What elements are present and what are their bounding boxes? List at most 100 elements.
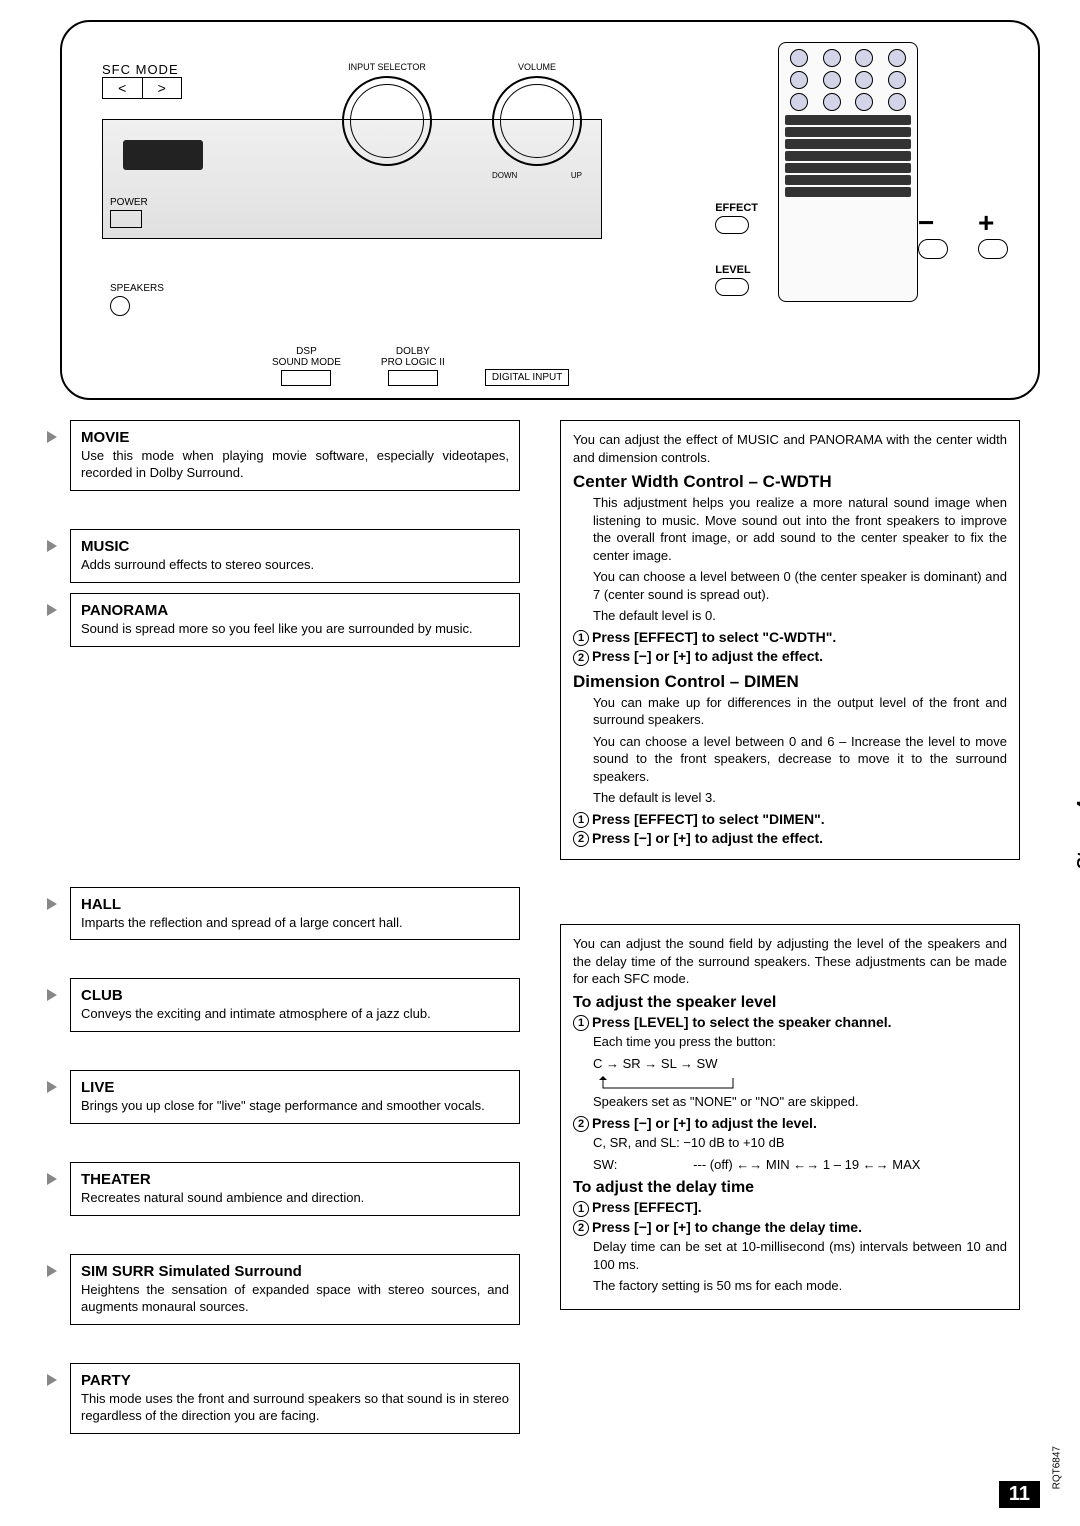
mode-desc: Recreates natural sound ambience and dir… bbox=[81, 1190, 509, 1207]
up-label: UP bbox=[571, 171, 582, 180]
minus-label: − bbox=[918, 207, 934, 238]
mode-simsurr: SIM SURR Simulated Surround Heightens th… bbox=[70, 1254, 520, 1325]
mode-desc: Imparts the reflection and spread of a l… bbox=[81, 915, 509, 932]
sfc-mode-label: SFC MODE bbox=[102, 62, 179, 77]
prologic-label: PRO LOGIC II bbox=[381, 357, 445, 368]
down-label: DOWN bbox=[492, 171, 517, 180]
delay-step1: Press [EFFECT]. bbox=[592, 1199, 702, 1215]
remote-bar bbox=[785, 163, 911, 173]
mode-theater: THEATER Recreates natural sound ambience… bbox=[70, 1162, 520, 1216]
power-label: POWER bbox=[110, 197, 148, 208]
cwidth-step1: Press [EFFECT] to select "C-WDTH". bbox=[592, 629, 836, 645]
step-num-icon: 1 bbox=[573, 1201, 589, 1217]
plus-button[interactable] bbox=[978, 239, 1008, 259]
sfc-next[interactable]: > bbox=[143, 78, 182, 98]
dimen-p2: You can choose a level between 0 and 6 –… bbox=[593, 733, 1007, 786]
spk-step2: Press [−] or [+] to adjust the level. bbox=[592, 1115, 817, 1131]
bottom-labels: DSP SOUND MODE DOLBY PRO LOGIC II DIGITA… bbox=[272, 346, 569, 386]
delay-step2: Press [−] or [+] to change the delay tim… bbox=[592, 1219, 862, 1235]
mode-title: MUSIC bbox=[81, 538, 509, 555]
left-labels: POWER SPEAKERS bbox=[110, 197, 164, 371]
step-num-icon: 2 bbox=[573, 650, 589, 666]
remote-button[interactable] bbox=[823, 49, 841, 67]
step-num-icon: 2 bbox=[573, 1220, 589, 1236]
remote-button[interactable] bbox=[855, 49, 873, 67]
step-num-icon: 2 bbox=[573, 831, 589, 847]
remote-button[interactable] bbox=[855, 93, 873, 111]
mode-desc: Conveys the exciting and intimate atmosp… bbox=[81, 1006, 509, 1023]
sound-mode-label: SOUND MODE bbox=[272, 357, 341, 368]
remote-bar bbox=[785, 115, 911, 125]
intro2-text: You can adjust the sound field by adjust… bbox=[573, 935, 1007, 988]
mode-title: PARTY bbox=[81, 1372, 509, 1389]
mode-party: PARTY This mode uses the front and surro… bbox=[70, 1363, 520, 1434]
plus-minus-row: − + bbox=[918, 207, 1008, 259]
plus-label: + bbox=[978, 207, 994, 238]
remote-button[interactable] bbox=[790, 71, 808, 89]
spk-step1: Press [LEVEL] to select the speaker chan… bbox=[592, 1014, 892, 1030]
remote-bar bbox=[785, 187, 911, 197]
mode-title: LIVE bbox=[81, 1079, 509, 1096]
remote-button[interactable] bbox=[888, 93, 906, 111]
step-tab: Step 4 bbox=[1074, 800, 1080, 869]
mode-desc: Use this mode when playing movie softwar… bbox=[81, 448, 509, 482]
effect-button[interactable] bbox=[715, 216, 749, 234]
step-num-icon: 2 bbox=[573, 1116, 589, 1132]
spk-s1b: C → SR → SL → SW bbox=[593, 1055, 1007, 1073]
mode-live: LIVE Brings you up close for "live" stag… bbox=[70, 1070, 520, 1124]
mode-title: HALL bbox=[81, 896, 509, 913]
left-column: MOVIE Use this mode when playing movie s… bbox=[60, 420, 520, 1444]
input-selector-knob[interactable] bbox=[342, 76, 432, 166]
level-button[interactable] bbox=[715, 278, 749, 296]
content-columns: MOVIE Use this mode when playing movie s… bbox=[60, 420, 1040, 1444]
effect-level-callouts: EFFECT LEVEL bbox=[715, 202, 758, 326]
remote-button[interactable] bbox=[823, 71, 841, 89]
sound-mode-box bbox=[281, 370, 331, 386]
mode-panorama: PANORAMA Sound is spread more so you fee… bbox=[70, 593, 520, 647]
dimen-p1: You can make up for differences in the o… bbox=[593, 694, 1007, 729]
power-button[interactable] bbox=[110, 210, 142, 228]
effect-label: EFFECT bbox=[715, 202, 758, 214]
mode-desc: This mode uses the front and surround sp… bbox=[81, 1391, 509, 1425]
sfc-prev[interactable]: < bbox=[103, 78, 143, 98]
speakers-label: SPEAKERS bbox=[110, 283, 164, 294]
remote-button[interactable] bbox=[790, 93, 808, 111]
sfc-buttons: < > bbox=[102, 77, 182, 99]
mode-desc: Brings you up close for "live" stage per… bbox=[81, 1098, 509, 1115]
speakers-button[interactable] bbox=[110, 296, 130, 316]
spk-s1a: Each time you press the button: bbox=[593, 1033, 1007, 1051]
minus-button[interactable] bbox=[918, 239, 948, 259]
remote-bar bbox=[785, 175, 911, 185]
mode-title: CLUB bbox=[81, 987, 509, 1004]
digital-input-label: DIGITAL INPUT bbox=[485, 369, 570, 386]
mode-title: MOVIE bbox=[81, 429, 509, 446]
delay-a: Delay time can be set at 10-millisecond … bbox=[593, 1238, 1007, 1273]
spk-s2b: SW: --- (off) ←→ MIN ←→ 1 – 19 ←→ MAX bbox=[593, 1156, 1007, 1174]
spk-heading: To adjust the speaker level bbox=[573, 994, 1007, 1012]
remote-button[interactable] bbox=[855, 71, 873, 89]
step-num-icon: 1 bbox=[573, 1015, 589, 1031]
remote-button[interactable] bbox=[823, 93, 841, 111]
mode-title: THEATER bbox=[81, 1171, 509, 1188]
level-label: LEVEL bbox=[715, 264, 750, 276]
dimen-p3: The default is level 3. bbox=[593, 789, 1007, 807]
step-num-icon: 1 bbox=[573, 630, 589, 646]
section-speaker-delay: You can adjust the sound field by adjust… bbox=[560, 924, 1020, 1309]
remote-button[interactable] bbox=[888, 71, 906, 89]
diagram-panel: SFC MODE < > INPUT SELECTOR VOLUME DOWN … bbox=[60, 20, 1040, 400]
mode-desc: Adds surround effects to stereo sources. bbox=[81, 557, 509, 574]
intro-text: You can adjust the effect of MUSIC and P… bbox=[573, 431, 1007, 466]
cwidth-p1: This adjustment helps you realize a more… bbox=[593, 494, 1007, 564]
mode-title: PANORAMA bbox=[81, 602, 509, 619]
remote-button[interactable] bbox=[888, 49, 906, 67]
volume-label: VOLUME bbox=[492, 62, 582, 72]
cwidth-p3: The default level is 0. bbox=[593, 607, 1007, 625]
volume-knob[interactable] bbox=[492, 76, 582, 166]
cwidth-step2: Press [−] or [+] to adjust the effect. bbox=[592, 648, 823, 664]
remote-button[interactable] bbox=[790, 49, 808, 67]
remote-bar bbox=[785, 139, 911, 149]
spk-s2a: C, SR, and SL: −10 dB to +10 dB bbox=[593, 1134, 1007, 1152]
mode-title: SIM SURR Simulated Surround bbox=[81, 1263, 509, 1280]
mode-club: CLUB Conveys the exciting and intimate a… bbox=[70, 978, 520, 1032]
dimen-step1: Press [EFFECT] to select "DIMEN". bbox=[592, 811, 825, 827]
